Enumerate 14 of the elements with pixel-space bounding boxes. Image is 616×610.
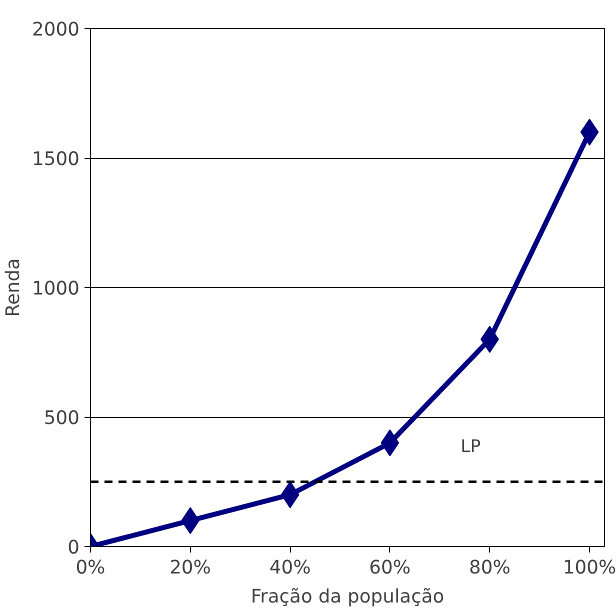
x-tick-label: 20%: [170, 558, 212, 578]
x-tick-label: 40%: [269, 558, 311, 578]
y-tick-label: 1500: [32, 149, 80, 170]
y-axis-title: Renda: [3, 258, 24, 317]
y-tick-label: 500: [44, 408, 80, 429]
x-tick-label: 60%: [369, 558, 411, 578]
x-tick-label: 80%: [468, 558, 510, 578]
x-axis-title: Fração da população: [250, 586, 444, 608]
y-tick-label: 0: [68, 538, 80, 558]
ref-line-label: LP: [460, 436, 481, 457]
y-tick-label: 2000: [32, 20, 80, 40]
x-tick-label: 0%: [76, 558, 106, 578]
y-tick-label: 1000: [32, 278, 80, 300]
x-tick-label: 100%: [562, 558, 616, 578]
